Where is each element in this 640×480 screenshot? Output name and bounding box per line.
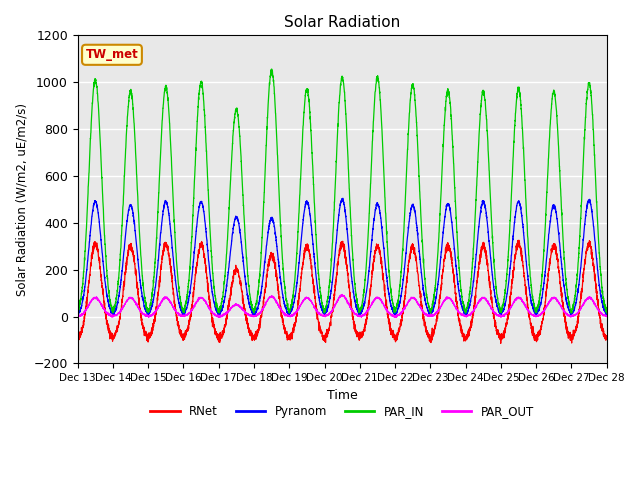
RNet bbox=[431, 322, 439, 328]
Pyranom bbox=[461, 311, 468, 316]
PAR_OUT bbox=[169, 303, 177, 309]
PAR_IN bbox=[491, 270, 499, 276]
Line: PAR_IN: PAR_IN bbox=[77, 69, 607, 315]
RNet bbox=[603, 336, 611, 341]
Line: Pyranom: Pyranom bbox=[77, 198, 607, 315]
RNet bbox=[602, 333, 610, 338]
PAR_IN bbox=[427, 312, 435, 318]
PAR_IN bbox=[602, 309, 610, 314]
PAR_OUT bbox=[461, 312, 468, 318]
Pyranom bbox=[603, 312, 611, 317]
Legend: RNet, Pyranom, PAR_IN, PAR_OUT: RNet, Pyranom, PAR_IN, PAR_OUT bbox=[145, 401, 539, 423]
Line: RNet: RNet bbox=[77, 240, 607, 343]
PAR_IN bbox=[323, 302, 330, 308]
PAR_OUT bbox=[431, 311, 439, 317]
Title: Solar Radiation: Solar Radiation bbox=[284, 15, 400, 30]
PAR_IN bbox=[431, 283, 439, 288]
Pyranom bbox=[391, 312, 399, 318]
RNet bbox=[169, 285, 177, 291]
PAR_IN bbox=[74, 307, 81, 312]
Pyranom bbox=[323, 309, 330, 315]
PAR_IN bbox=[268, 66, 275, 72]
Text: TW_met: TW_met bbox=[86, 48, 138, 61]
PAR_IN bbox=[169, 184, 177, 190]
RNet bbox=[323, 334, 330, 340]
PAR_OUT bbox=[603, 313, 611, 319]
PAR_IN bbox=[603, 310, 611, 316]
RNet bbox=[491, 318, 499, 324]
PAR_OUT bbox=[323, 313, 330, 319]
RNet bbox=[497, 340, 504, 346]
RNet bbox=[515, 237, 523, 243]
PAR_IN bbox=[461, 307, 468, 312]
Pyranom bbox=[169, 249, 177, 255]
Pyranom bbox=[431, 298, 439, 304]
PAR_OUT bbox=[602, 313, 610, 319]
PAR_OUT bbox=[74, 313, 81, 319]
Pyranom bbox=[339, 195, 347, 201]
Pyranom bbox=[491, 292, 499, 298]
PAR_OUT bbox=[392, 314, 400, 320]
Pyranom bbox=[74, 311, 81, 317]
Line: PAR_OUT: PAR_OUT bbox=[77, 294, 607, 317]
Pyranom bbox=[602, 312, 610, 317]
PAR_OUT bbox=[339, 291, 346, 297]
Y-axis label: Solar Radiation (W/m2, uE/m2/s): Solar Radiation (W/m2, uE/m2/s) bbox=[15, 103, 28, 296]
X-axis label: Time: Time bbox=[327, 389, 358, 402]
RNet bbox=[74, 334, 81, 340]
PAR_OUT bbox=[491, 310, 499, 315]
RNet bbox=[461, 331, 468, 337]
